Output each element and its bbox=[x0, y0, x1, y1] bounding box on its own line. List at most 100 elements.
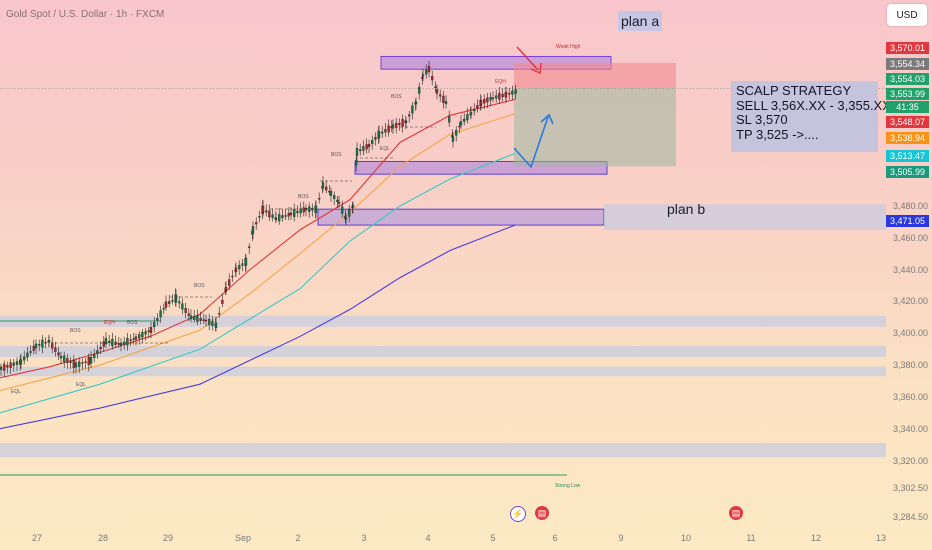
eqh-label-top: EQH bbox=[495, 79, 506, 85]
candle-body-74 bbox=[214, 322, 218, 329]
candle-body-72 bbox=[211, 321, 214, 326]
candle-body-96 bbox=[271, 214, 274, 218]
candle-body-19 bbox=[54, 347, 57, 352]
candle-body-162 bbox=[444, 101, 448, 105]
x-tick-label: 11 bbox=[746, 533, 756, 543]
band-3480 bbox=[604, 204, 886, 230]
x-tick-label: 13 bbox=[875, 533, 887, 543]
price-tag: 3,471.05 bbox=[886, 215, 929, 227]
candle-body-48 bbox=[141, 332, 144, 338]
candle-body-54 bbox=[159, 310, 162, 318]
candle-body-20 bbox=[57, 352, 60, 356]
candle-body-118 bbox=[329, 190, 333, 196]
candle-body-60 bbox=[174, 294, 178, 302]
candle-body-1 bbox=[3, 363, 6, 371]
currency-button[interactable]: USD bbox=[887, 4, 927, 26]
candle-body-101 bbox=[284, 215, 287, 217]
candle-body-66 bbox=[193, 316, 196, 320]
price-tag: 3,548.07 bbox=[886, 116, 929, 128]
candle-body-104 bbox=[293, 209, 296, 217]
price-tag: 3,505.99 bbox=[886, 166, 929, 178]
candle-body-181 bbox=[495, 95, 498, 99]
candle-body-29 bbox=[84, 361, 87, 363]
strategy-note: SCALP STRATEGY SELL 3,56X.XX - 3,355.XX … bbox=[731, 81, 891, 152]
candle-body-0 bbox=[0, 366, 3, 371]
candle-body-161 bbox=[442, 95, 445, 103]
candle-body-169 bbox=[463, 118, 466, 122]
candle-body-119 bbox=[333, 195, 336, 199]
x-tick-label: 2 bbox=[295, 533, 301, 543]
candle-body-124 bbox=[344, 217, 348, 220]
candle-body-160 bbox=[439, 94, 442, 97]
ma-cyan bbox=[0, 152, 516, 414]
candle-body-34 bbox=[99, 347, 102, 350]
strong-low-label: Strong Low bbox=[555, 483, 581, 489]
candle-body-107 bbox=[302, 207, 305, 213]
candle-body-144 bbox=[398, 123, 401, 126]
us-flag-event-icon[interactable]: ▤ bbox=[535, 506, 549, 520]
candle-body-139 bbox=[384, 129, 387, 133]
candle-body-8 bbox=[23, 356, 26, 361]
candle-body-80 bbox=[231, 275, 234, 278]
candle-body-121 bbox=[337, 202, 341, 204]
candle-body-134 bbox=[371, 140, 374, 144]
position-reward-zone bbox=[514, 88, 676, 167]
candle-body-22 bbox=[63, 355, 66, 362]
price-tag: 41:35 bbox=[886, 101, 929, 113]
candle-body-30 bbox=[87, 357, 90, 365]
candle-body-5 bbox=[15, 361, 19, 366]
candle-body-58 bbox=[171, 300, 174, 302]
candle-body-83 bbox=[238, 265, 241, 270]
candle-body-156 bbox=[427, 66, 431, 73]
candle-body-173 bbox=[473, 109, 476, 112]
candle-body-41 bbox=[119, 343, 123, 346]
candle-body-17 bbox=[47, 340, 51, 343]
candle-body-37 bbox=[108, 340, 111, 343]
us-flag-event-icon-2[interactable]: ▤ bbox=[729, 506, 743, 520]
candle-body-46 bbox=[134, 336, 138, 340]
candle-body-177 bbox=[483, 99, 486, 104]
candle-body-188 bbox=[514, 89, 517, 94]
candle-body-129 bbox=[355, 148, 359, 156]
candle-body-127 bbox=[351, 204, 355, 208]
candle-body-152 bbox=[418, 86, 421, 94]
candle-body-115 bbox=[321, 182, 325, 189]
candle-body-28 bbox=[81, 362, 84, 364]
candle-body-98 bbox=[274, 218, 278, 220]
ma-orange bbox=[0, 113, 516, 392]
candle-body-105 bbox=[296, 211, 299, 213]
candle-body-168 bbox=[459, 121, 463, 126]
candle-body-187 bbox=[511, 90, 514, 95]
symbol-title: Gold Spot / U.S. Dollar · 1h · FXCM bbox=[6, 9, 165, 20]
candle-body-76 bbox=[221, 300, 224, 304]
candle-body-33 bbox=[96, 350, 99, 355]
candle-body-27 bbox=[78, 361, 81, 367]
candle-body-131 bbox=[362, 146, 365, 151]
strategy-tp: TP 3,525 ->.... bbox=[736, 126, 819, 142]
lightning-event-icon[interactable]: ⚡ bbox=[510, 506, 526, 522]
candle-body-138 bbox=[381, 131, 384, 134]
candle-body-172 bbox=[469, 112, 473, 116]
x-tick-label: 29 bbox=[162, 533, 174, 543]
candle-body-163 bbox=[448, 116, 451, 123]
candle-body-36 bbox=[104, 338, 108, 345]
y-tick-label: 3,320.00 bbox=[893, 455, 929, 466]
price-tag: 3,554.34 bbox=[886, 58, 929, 70]
candle-body-67 bbox=[196, 315, 199, 322]
strategy-sl: SL 3,570 bbox=[736, 112, 788, 127]
candle-body-149 bbox=[411, 105, 414, 114]
down-arrow-red-head bbox=[530, 62, 542, 75]
y-tick-label: 3,400.00 bbox=[893, 328, 929, 339]
candle-body-135 bbox=[374, 137, 377, 140]
candle-body-158 bbox=[434, 86, 437, 88]
candle-body-25 bbox=[72, 360, 75, 368]
band-3375 bbox=[0, 366, 886, 377]
candle-body-51 bbox=[149, 327, 153, 334]
x-tick-label: 3 bbox=[361, 533, 367, 543]
y-tick-label: 3,420.00 bbox=[893, 296, 929, 307]
plan-a-label: plan a bbox=[618, 11, 663, 31]
candle-body-63 bbox=[184, 308, 187, 313]
candle-body-185 bbox=[504, 91, 508, 98]
